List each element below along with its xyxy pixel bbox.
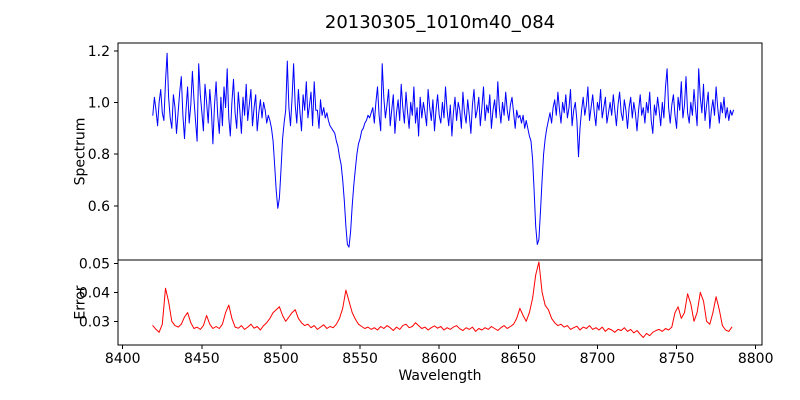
x-tick-label: 8650 bbox=[501, 351, 537, 367]
x-tick-label: 8800 bbox=[738, 351, 774, 367]
axes-frame bbox=[117, 42, 763, 261]
plot-area: 0.6 0.8 1.0 1.2 0.03 0.04 0.05 8400 8450 8500 8550… bbox=[79, 42, 774, 367]
y-tick-label: 0.04 bbox=[79, 285, 110, 301]
x-tick-label: 8550 bbox=[342, 351, 378, 367]
y-tick-label: 1.0 bbox=[88, 95, 110, 111]
y-axis-label-spectrum: Spectrum bbox=[73, 118, 89, 186]
y-axis-label-error: Error bbox=[73, 285, 89, 319]
y-tick-label: 1.2 bbox=[88, 44, 110, 60]
y-tick-label: 0.8 bbox=[88, 147, 110, 163]
y-tick-label: 0.03 bbox=[79, 314, 110, 330]
error-line bbox=[152, 261, 733, 338]
x-axis-label: Wavelength bbox=[398, 368, 481, 384]
x-tick-label: 8400 bbox=[105, 351, 141, 367]
x-tick-label: 8500 bbox=[263, 351, 299, 367]
x-tick-label: 8750 bbox=[659, 351, 695, 367]
x-tick-label: 8450 bbox=[184, 351, 220, 367]
spectrum-line bbox=[152, 52, 734, 248]
x-tick-label: 8600 bbox=[421, 351, 457, 367]
axes-frame bbox=[117, 259, 763, 346]
y-tick-label: 0.6 bbox=[88, 199, 110, 215]
chart-title: 20130305_1010m40_084 bbox=[325, 12, 555, 33]
x-tick-label: 8700 bbox=[580, 351, 616, 367]
y-tick-label: 0.05 bbox=[79, 256, 110, 272]
